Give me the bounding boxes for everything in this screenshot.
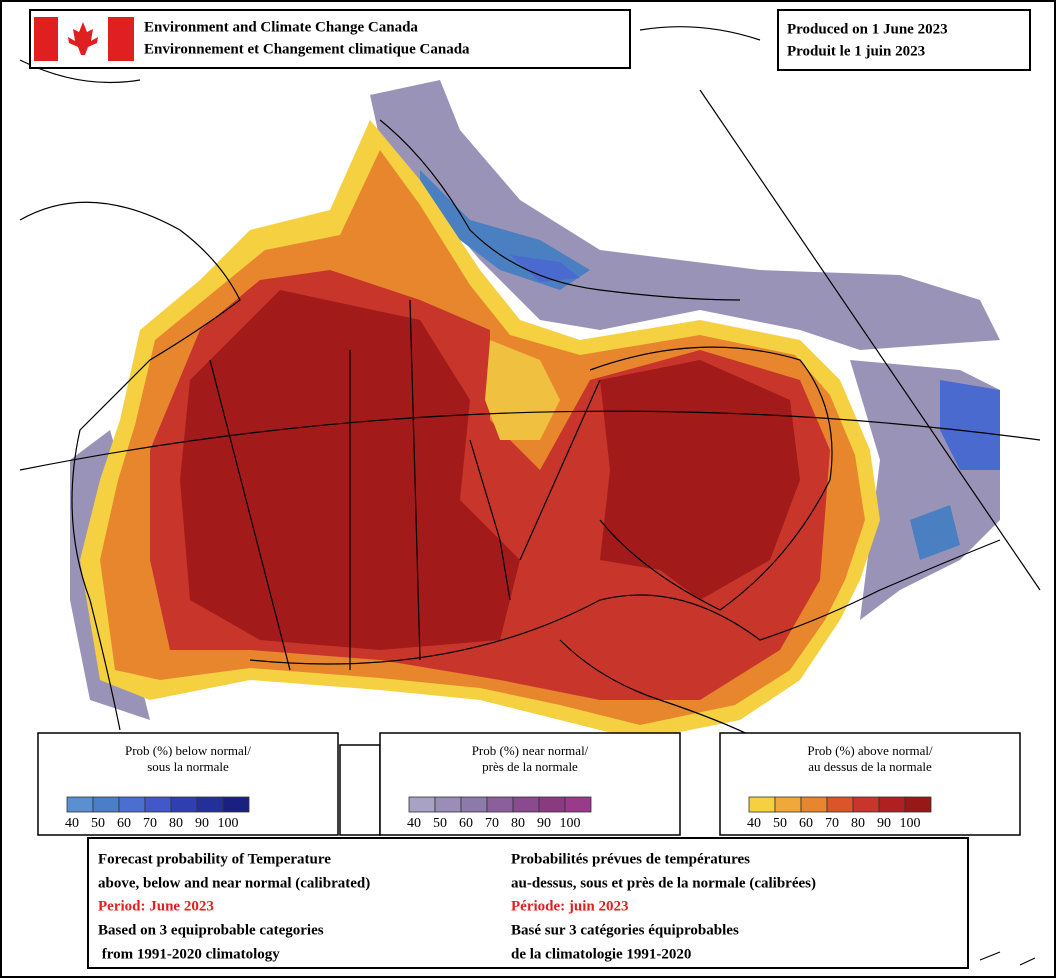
legend-swatch	[538, 796, 566, 813]
legend-swatch	[748, 796, 776, 813]
footer-line: au-dessus, sous et près de la normale (c…	[511, 875, 816, 891]
footer-box: Forecast probability of Temperature abov…	[87, 837, 969, 969]
legend-tick: 70	[825, 816, 839, 831]
legend-title: près de la normale	[482, 759, 578, 774]
coastlines	[19, 26, 1041, 966]
legend-swatch	[222, 796, 250, 813]
footer-period: Période: juin 2023	[511, 898, 629, 914]
legend-swatch	[826, 796, 854, 813]
legend-swatch	[92, 796, 120, 813]
legend-title: sous la normale	[147, 759, 229, 774]
footer-line: Probabilités prévues de températures	[511, 851, 750, 867]
legend-swatch	[408, 796, 436, 813]
footer-period: Period: June 2023	[98, 898, 214, 914]
legend-swatch	[486, 796, 514, 813]
produced-english: Produced on 1 June 2023	[787, 21, 948, 37]
legend-title: Prob (%) above normal/	[807, 743, 933, 758]
legend-tick: 60	[799, 816, 813, 831]
legend-box	[37, 732, 339, 836]
spacer-box	[339, 744, 381, 836]
legend-swatch	[800, 796, 828, 813]
legend-title: Prob (%) near normal/	[472, 743, 589, 758]
legend-tick: 60	[117, 816, 131, 831]
footer-line: Forecast probability of Temperature	[98, 851, 331, 867]
legend-tick: 100	[560, 816, 581, 831]
legend-swatch	[434, 796, 462, 813]
footer-line: above, below and near normal (calibrated…	[98, 875, 370, 891]
legend-tick: 80	[169, 816, 183, 831]
produced-box: Produced on 1 June 2023 Produit le 1 jui…	[777, 9, 1031, 71]
footer-line: from 1991-2020 climatology	[98, 946, 280, 962]
legend-swatch	[852, 796, 880, 813]
legend-tick: 100	[900, 816, 921, 831]
legend-tick: 40	[65, 816, 79, 831]
footer-line: Based on 3 equiprobable categories	[98, 922, 324, 938]
produced-french: Produit le 1 juin 2023	[787, 43, 925, 59]
legend-title: Prob (%) below normal/	[125, 743, 251, 758]
footer-line: de la climatologie 1991-2020	[511, 946, 691, 962]
legend-tick: 50	[91, 816, 105, 831]
legend-swatch	[170, 796, 198, 813]
legends: Prob (%) below normal/sous la normale 40 5…	[37, 732, 1021, 836]
legend-swatch	[774, 796, 802, 813]
header-box: Environment and Climate Change Canada En…	[29, 9, 631, 69]
footer-line: Basé sur 3 catégories équiprobables	[511, 922, 739, 938]
legend-tick: 50	[773, 816, 787, 831]
legend-box	[719, 732, 1021, 836]
agency-french: Environnement et Changement climatique C…	[144, 41, 470, 57]
legend-swatch	[144, 796, 172, 813]
legend-tick: 80	[511, 816, 525, 831]
legend-swatch	[512, 796, 540, 813]
agency-english: Environment and Climate Change Canada	[144, 19, 418, 35]
legend-tick: 80	[851, 816, 865, 831]
legend-tick: 60	[459, 816, 473, 831]
probability-regions	[70, 80, 1000, 740]
legend-tick: 70	[143, 816, 157, 831]
legend-title: au dessus de la normale	[808, 759, 932, 774]
legend-swatch	[196, 796, 224, 813]
legend-tick: 40	[747, 816, 761, 831]
legend-tick: 100	[218, 816, 239, 831]
legend-swatch	[118, 796, 146, 813]
legend-tick: 90	[537, 816, 551, 831]
legend-tick: 40	[407, 816, 421, 831]
legend-swatch	[878, 796, 906, 813]
legend-box	[379, 732, 681, 836]
legend-tick: 70	[485, 816, 499, 831]
legend-swatch	[66, 796, 94, 813]
legend-swatch	[904, 796, 932, 813]
legend-tick: 90	[877, 816, 891, 831]
legend-swatch	[564, 796, 592, 813]
legend-tick: 50	[433, 816, 447, 831]
legend-swatch	[460, 796, 488, 813]
legend-tick: 90	[195, 816, 209, 831]
